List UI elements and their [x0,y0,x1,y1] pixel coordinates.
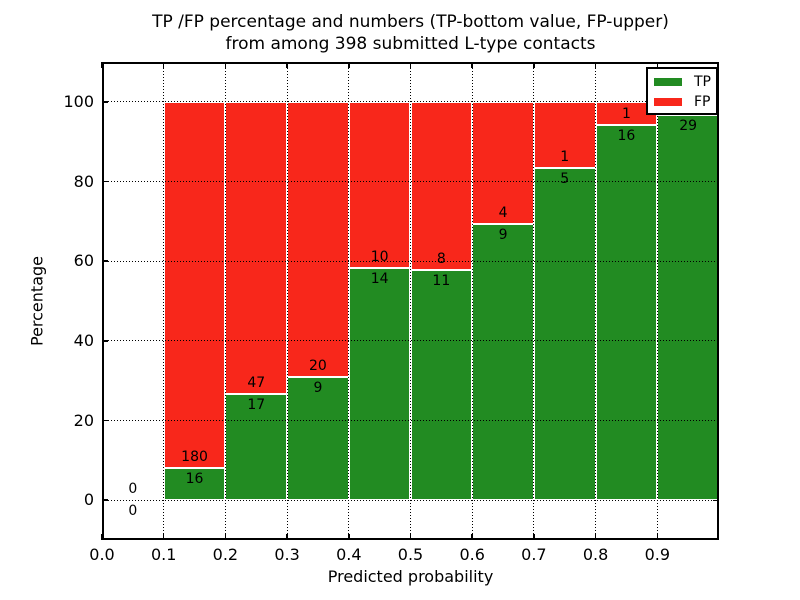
bar-tp-segment [595,125,658,501]
y-tick-label: 0 [83,490,94,510]
bar-tp-count-label: 0 [128,503,138,520]
plot-area: 0 0 180 16 47 17 20 9 10 14 8 11 4 9 1 5 1 16 29 [101,62,719,540]
x-tick-label: 0.8 [582,545,609,564]
bar-tp-segment [533,168,596,501]
bar-tp-segment [287,376,349,501]
x-axis-tick [101,62,103,68]
bar-tp-segment [225,394,288,501]
x-gridline [348,62,350,540]
y-tick-label: 20 [73,410,94,430]
bar-fp-count-label: 0 [128,481,138,498]
bar-tp-count-label: 17 [247,397,266,414]
x-gridline [286,62,288,540]
bar-fp-segment [287,101,349,377]
x-tick-label: 0.6 [459,545,485,564]
x-gridline [410,62,411,540]
y-tick-label: 80 [73,171,94,191]
y-gridline [102,181,719,182]
bar-fp-count-label: 1 [621,106,631,123]
bar-tp-count-label: 11 [432,272,451,289]
bar-fp-count-label: 10 [370,248,389,265]
bar-tp-count-label: 16 [617,128,636,145]
bar-fp-count-label: 180 [181,448,208,465]
bar-fp-segment [225,101,288,395]
y-gridline [102,101,719,103]
y-gridline [102,340,719,342]
y-tick-label: 40 [73,330,94,350]
bar-fp-segment [348,101,411,268]
bar-tp-count-label: 16 [185,470,204,487]
bar-tp-count-label: 9 [498,227,508,244]
legend-entry-tp: TP [648,72,716,92]
bar-tp-count-label: 5 [560,171,570,188]
chart-title: TP /FP percentage and numbers (TP-bottom… [102,11,719,55]
y-gridline [102,420,719,421]
bar-fp-segment [163,101,226,468]
bar-tp-count-label: 9 [313,379,323,396]
bar-tp-segment [472,224,534,501]
bar-fp-count-label: 4 [498,205,508,222]
bar-tp-count-label: 29 [679,118,698,135]
x-gridline [656,62,658,540]
legend-label-fp: FP [694,94,711,110]
x-tick-label: 0.9 [644,545,671,564]
bar-tp-segment [410,269,473,501]
x-axis-label: Predicted probability [327,567,494,586]
bar-tp-segment [657,115,719,501]
bar-tp-segment [348,267,411,501]
bar-fp-count-label: 20 [309,357,327,374]
x-tick-label: 0.2 [212,545,239,564]
bar-fp-count-label: 1 [560,149,570,166]
x-tick-label: 0.7 [521,545,547,564]
legend-entry-fp: FP [648,92,716,112]
legend-swatch-tp [654,78,682,86]
legend: TP FP [646,67,718,115]
legend-swatch-fp [654,98,682,106]
x-gridline [163,62,165,540]
x-tick-label: 0.0 [89,545,115,564]
x-tick-label: 0.3 [274,545,300,564]
x-tick-label: 0.1 [150,545,177,564]
chart-title-line1: TP /FP percentage and numbers (TP-bottom… [152,12,669,32]
bar-fp-count-label: 8 [436,250,446,267]
y-tick-label: 100 [63,91,94,111]
chart-title-line2: from among 398 submitted L-type contacts [225,34,596,54]
y-gridline [102,499,719,501]
bar-tp-count-label: 14 [370,270,389,287]
x-gridline [595,62,597,540]
x-gridline [533,62,535,540]
x-gridline [224,62,226,540]
bar-fp-count-label: 47 [247,375,266,392]
x-tick-label: 0.4 [336,545,362,564]
y-gridline [102,260,719,262]
legend-label-tp: TP [694,74,711,90]
bar-fp-segment [533,101,596,169]
x-gridline [471,62,473,540]
x-axis-tick [101,534,103,540]
bar-fp-segment [410,101,473,270]
x-tick-label: 0.5 [397,545,424,564]
y-tick-label: 60 [73,251,94,271]
